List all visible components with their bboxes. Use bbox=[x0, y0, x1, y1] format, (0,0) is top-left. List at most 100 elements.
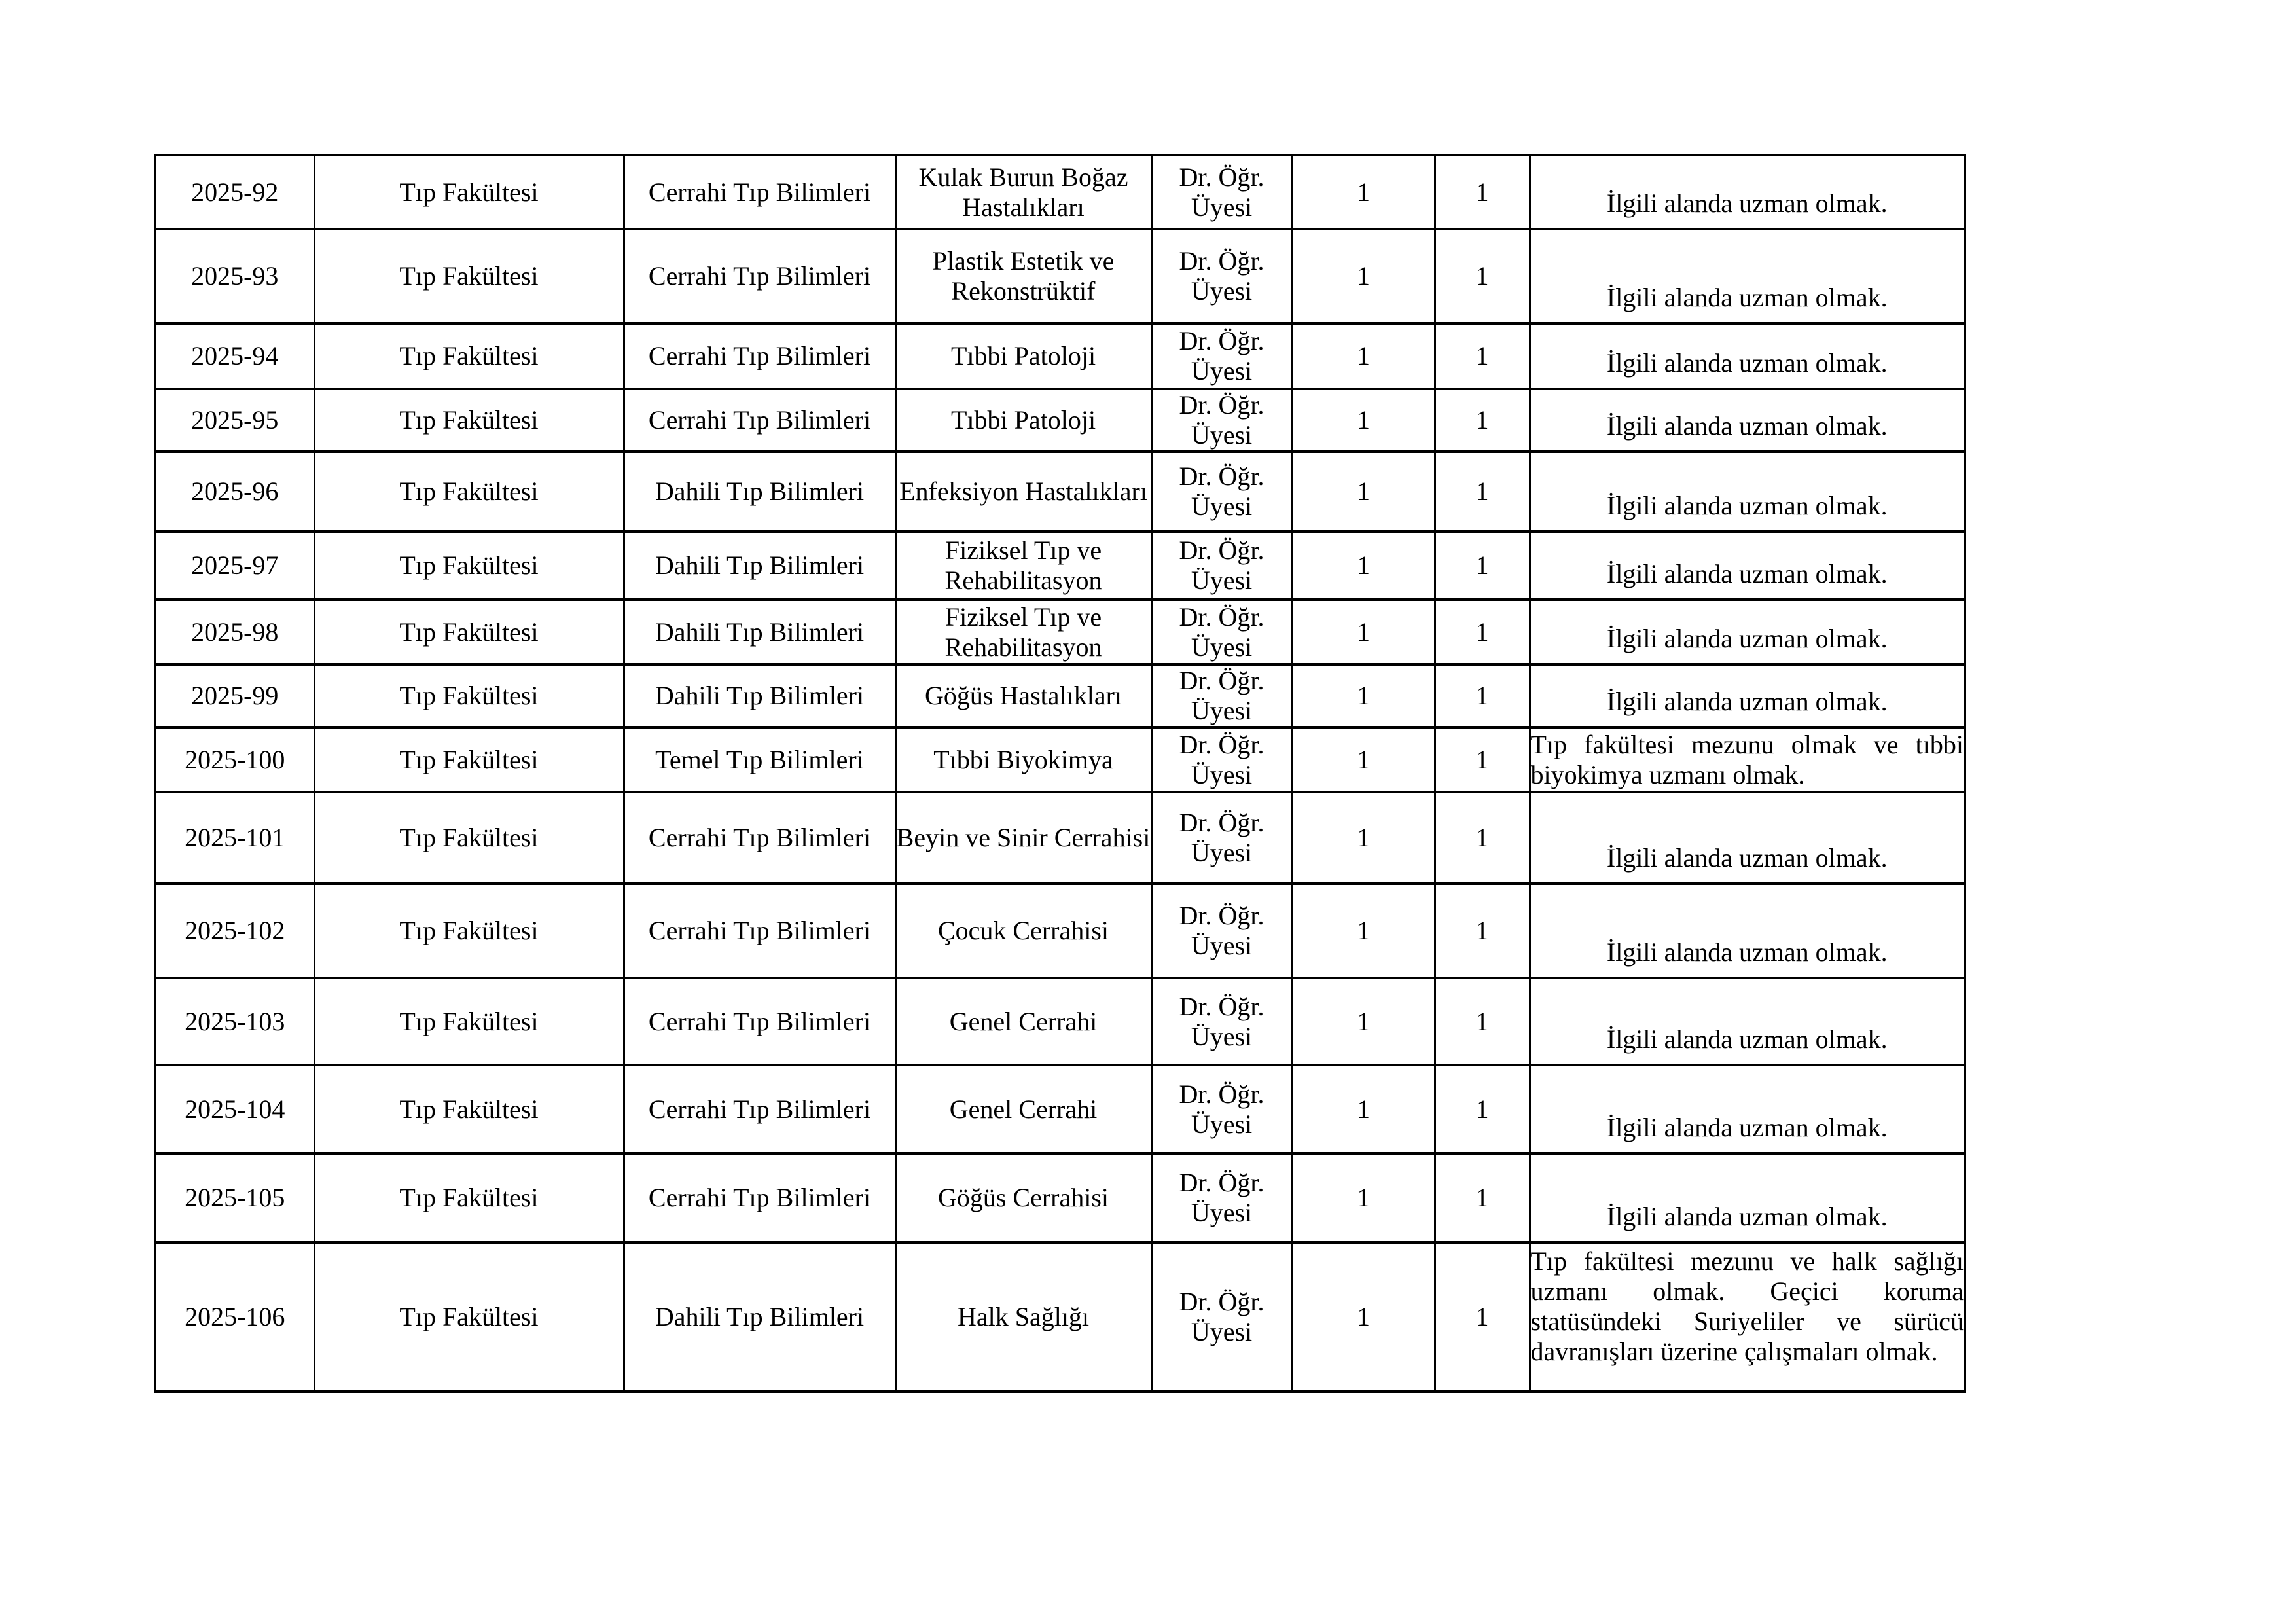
cell-count-primary: 1 bbox=[1291, 530, 1436, 601]
cell-department: Cerrahi Tıp Bilimleri bbox=[622, 228, 897, 325]
table-row: 2025-102 Tıp Fakültesi Cerrahi Tıp Bilimle… bbox=[154, 882, 1966, 979]
cell-field: Genel Cerrahi bbox=[894, 1064, 1153, 1155]
cell-count-primary: 1 bbox=[1291, 726, 1436, 793]
cell-title: Dr. Öğr. Üyesi bbox=[1150, 322, 1293, 390]
cell-announcement-no: 2025-93 bbox=[154, 228, 315, 325]
cell-requirement: İlgili alanda uzman olmak. bbox=[1528, 154, 1966, 230]
cell-count-secondary: 1 bbox=[1433, 1064, 1531, 1155]
cell-requirement: İlgili alanda uzman olmak. bbox=[1528, 598, 1966, 666]
cell-count-secondary: 1 bbox=[1433, 663, 1531, 729]
cell-title: Dr. Öğr. Üyesi bbox=[1150, 726, 1293, 793]
cell-count-primary: 1 bbox=[1291, 154, 1436, 230]
table-row: 2025-96 Tıp Fakültesi Dahili Tıp Bilimleri… bbox=[154, 450, 1966, 533]
table-row: 2025-95 Tıp Fakültesi Cerrahi Tıp Bilimler… bbox=[154, 388, 1966, 453]
cell-requirement: İlgili alanda uzman olmak. bbox=[1528, 977, 1966, 1066]
cell-field: Plastik Estetik ve Rekonstrüktif bbox=[894, 228, 1153, 325]
cell-title: Dr. Öğr. Üyesi bbox=[1150, 1241, 1293, 1393]
cell-title: Dr. Öğr. Üyesi bbox=[1150, 228, 1293, 325]
cell-department: Cerrahi Tıp Bilimleri bbox=[622, 154, 897, 230]
cell-announcement-no: 2025-102 bbox=[154, 882, 315, 979]
cell-title: Dr. Öğr. Üyesi bbox=[1150, 977, 1293, 1066]
cell-department: Dahili Tıp Bilimleri bbox=[622, 598, 897, 666]
cell-field: Tıbbi Patoloji bbox=[894, 388, 1153, 453]
cell-field: Göğüs Cerrahisi bbox=[894, 1152, 1153, 1244]
cell-field: Beyin ve Sinir Cerrahisi bbox=[894, 791, 1153, 885]
cell-count-secondary: 1 bbox=[1433, 450, 1531, 533]
cell-count-secondary: 1 bbox=[1433, 977, 1531, 1066]
cell-count-primary: 1 bbox=[1291, 1064, 1436, 1155]
cell-requirement: İlgili alanda uzman olmak. bbox=[1528, 1064, 1966, 1155]
cell-department: Cerrahi Tıp Bilimleri bbox=[622, 322, 897, 390]
table-row: 2025-93 Tıp Fakültesi Cerrahi Tıp Bilimler… bbox=[154, 228, 1966, 325]
cell-faculty: Tıp Fakültesi bbox=[313, 154, 625, 230]
cell-field: Halk Sağlığı bbox=[894, 1241, 1153, 1393]
cell-requirement: İlgili alanda uzman olmak. bbox=[1528, 450, 1966, 533]
cell-title: Dr. Öğr. Üyesi bbox=[1150, 450, 1293, 533]
cell-department: Dahili Tıp Bilimleri bbox=[622, 663, 897, 729]
cell-faculty: Tıp Fakültesi bbox=[313, 450, 625, 533]
cell-count-primary: 1 bbox=[1291, 791, 1436, 885]
cell-field: Kulak Burun Boğaz Hastalıkları bbox=[894, 154, 1153, 230]
cell-requirement: Tıp fakültesi mezunu olmak ve tıbbi biyo… bbox=[1528, 726, 1966, 793]
cell-announcement-no: 2025-103 bbox=[154, 977, 315, 1066]
cell-announcement-no: 2025-101 bbox=[154, 791, 315, 885]
cell-faculty: Tıp Fakültesi bbox=[313, 1241, 625, 1393]
table-row: 2025-94 Tıp Fakültesi Cerrahi Tıp Bilimler… bbox=[154, 322, 1966, 390]
cell-requirement: Tıp fakültesi mezunu ve halk sağlığı uzm… bbox=[1528, 1241, 1966, 1393]
cell-announcement-no: 2025-95 bbox=[154, 388, 315, 453]
cell-count-primary: 1 bbox=[1291, 228, 1436, 325]
cell-field: Fiziksel Tıp ve Rehabilitasyon bbox=[894, 598, 1153, 666]
cell-announcement-no: 2025-94 bbox=[154, 322, 315, 390]
cell-count-primary: 1 bbox=[1291, 322, 1436, 390]
cell-count-secondary: 1 bbox=[1433, 228, 1531, 325]
cell-title: Dr. Öğr. Üyesi bbox=[1150, 1064, 1293, 1155]
cell-count-secondary: 1 bbox=[1433, 791, 1531, 885]
cell-count-secondary: 1 bbox=[1433, 154, 1531, 230]
cell-title: Dr. Öğr. Üyesi bbox=[1150, 154, 1293, 230]
cell-department: Temel Tıp Bilimleri bbox=[622, 726, 897, 793]
cell-count-primary: 1 bbox=[1291, 388, 1436, 453]
cell-department: Cerrahi Tıp Bilimleri bbox=[622, 1064, 897, 1155]
cell-announcement-no: 2025-106 bbox=[154, 1241, 315, 1393]
table-row: 2025-92 Tıp Fakültesi Cerrahi Tıp Bilimler… bbox=[154, 154, 1966, 230]
cell-requirement: İlgili alanda uzman olmak. bbox=[1528, 791, 1966, 885]
cell-faculty: Tıp Fakültesi bbox=[313, 598, 625, 666]
table-row: 2025-106 Tıp Fakültesi Dahili Tıp Bilimler… bbox=[154, 1241, 1966, 1393]
cell-announcement-no: 2025-97 bbox=[154, 530, 315, 601]
table-row: 2025-103 Tıp Fakültesi Cerrahi Tıp Bilimle… bbox=[154, 977, 1966, 1066]
cell-count-primary: 1 bbox=[1291, 1241, 1436, 1393]
cell-department: Cerrahi Tıp Bilimleri bbox=[622, 388, 897, 453]
cell-count-primary: 1 bbox=[1291, 1152, 1436, 1244]
cell-faculty: Tıp Fakültesi bbox=[313, 791, 625, 885]
cell-field: Çocuk Cerrahisi bbox=[894, 882, 1153, 979]
cell-requirement: İlgili alanda uzman olmak. bbox=[1528, 388, 1966, 453]
cell-count-secondary: 1 bbox=[1433, 882, 1531, 979]
cell-field: Enfeksiyon Hastalıkları bbox=[894, 450, 1153, 533]
cell-count-primary: 1 bbox=[1291, 663, 1436, 729]
positions-table-body: 2025-92 Tıp Fakültesi Cerrahi Tıp Bilimler… bbox=[154, 154, 1966, 1393]
cell-count-secondary: 1 bbox=[1433, 726, 1531, 793]
cell-faculty: Tıp Fakültesi bbox=[313, 530, 625, 601]
cell-faculty: Tıp Fakültesi bbox=[313, 1152, 625, 1244]
cell-count-secondary: 1 bbox=[1433, 388, 1531, 453]
cell-faculty: Tıp Fakültesi bbox=[313, 977, 625, 1066]
cell-department: Cerrahi Tıp Bilimleri bbox=[622, 977, 897, 1066]
cell-requirement: İlgili alanda uzman olmak. bbox=[1528, 530, 1966, 601]
cell-field: Tıbbi Biyokimya bbox=[894, 726, 1153, 793]
table-row: 2025-105 Tıp Fakültesi Cerrahi Tıp Bilimle… bbox=[154, 1152, 1966, 1244]
cell-faculty: Tıp Fakültesi bbox=[313, 1064, 625, 1155]
cell-announcement-no: 2025-100 bbox=[154, 726, 315, 793]
cell-count-primary: 1 bbox=[1291, 977, 1436, 1066]
cell-requirement: İlgili alanda uzman olmak. bbox=[1528, 882, 1966, 979]
cell-count-secondary: 1 bbox=[1433, 1241, 1531, 1393]
cell-department: Dahili Tıp Bilimleri bbox=[622, 530, 897, 601]
table-row: 2025-97 Tıp Fakültesi Dahili Tıp Bilimleri… bbox=[154, 530, 1966, 601]
cell-count-primary: 1 bbox=[1291, 450, 1436, 533]
cell-faculty: Tıp Fakültesi bbox=[313, 663, 625, 729]
cell-faculty: Tıp Fakültesi bbox=[313, 882, 625, 979]
table-row: 2025-99 Tıp Fakültesi Dahili Tıp Bilimleri… bbox=[154, 663, 1966, 729]
cell-title: Dr. Öğr. Üyesi bbox=[1150, 388, 1293, 453]
cell-faculty: Tıp Fakültesi bbox=[313, 322, 625, 390]
cell-faculty: Tıp Fakültesi bbox=[313, 726, 625, 793]
